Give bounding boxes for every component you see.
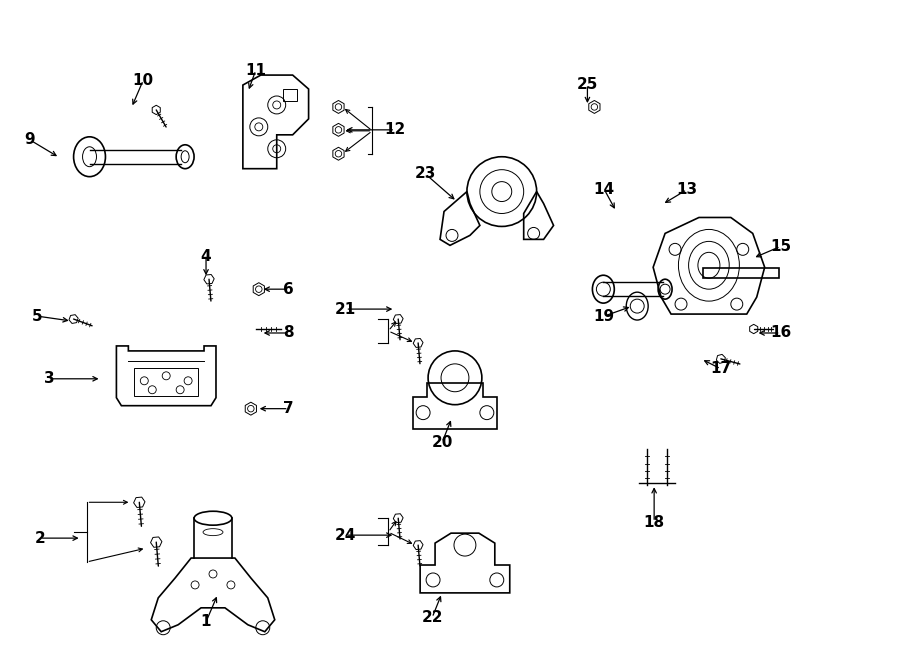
Text: 11: 11: [246, 63, 266, 77]
Text: 22: 22: [421, 610, 443, 625]
Text: 4: 4: [201, 249, 212, 264]
Text: 12: 12: [384, 122, 406, 137]
Text: 8: 8: [284, 325, 294, 340]
Text: 19: 19: [594, 309, 615, 324]
Text: 3: 3: [44, 371, 55, 386]
Text: 15: 15: [770, 239, 791, 254]
Text: 13: 13: [677, 182, 698, 197]
Text: 25: 25: [577, 77, 598, 91]
Text: 2: 2: [34, 531, 45, 545]
Text: 21: 21: [335, 301, 356, 317]
Text: 14: 14: [594, 182, 615, 197]
Text: 10: 10: [132, 73, 154, 87]
Text: 23: 23: [414, 166, 436, 181]
Text: 9: 9: [24, 132, 35, 147]
Text: 24: 24: [335, 527, 356, 543]
Text: 20: 20: [431, 435, 453, 450]
Text: 7: 7: [284, 401, 294, 416]
Text: 18: 18: [644, 515, 665, 529]
Text: 17: 17: [710, 362, 732, 376]
Text: 1: 1: [201, 614, 212, 629]
Text: 6: 6: [284, 282, 294, 297]
Text: 5: 5: [32, 309, 42, 324]
Text: 16: 16: [770, 325, 791, 340]
